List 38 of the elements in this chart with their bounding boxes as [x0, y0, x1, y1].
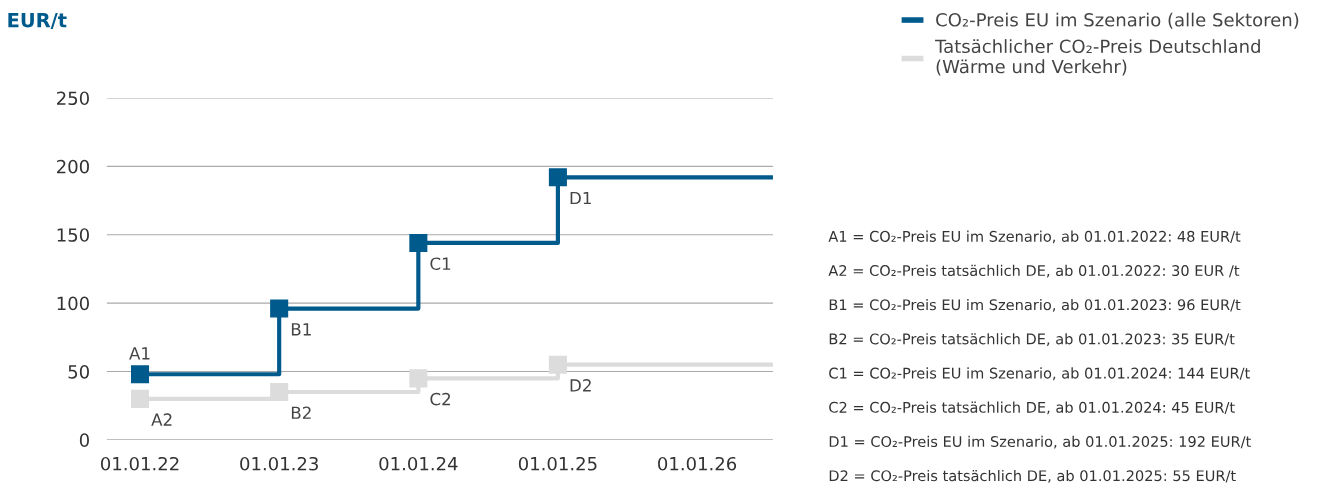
- text: A2 = CO₂-Preis tatsächlich DE, ab 01.01.2022: 30 EUR /t: [828, 264, 1240, 278]
- legend-label: CO₂-Preis EU im Szenario (alle Sektoren): [936, 12, 1299, 29]
- point: [548, 168, 567, 187]
- y-tick-label: 0: [79, 433, 89, 448]
- y-tick-label: 100: [57, 296, 89, 311]
- x-tick-label: 01.01.22: [101, 456, 179, 471]
- y-tick-label: 250: [57, 91, 89, 106]
- y-tick-label: 150: [57, 228, 89, 242]
- y-axis-title: EUR/t: [8, 13, 67, 29]
- annotation: A2: [151, 413, 172, 426]
- text: B2 = CO₂-Preis tatsächlich DE, ab 01.01.2023: 35 EUR/t: [829, 333, 1235, 346]
- annotation: C1: [430, 257, 451, 270]
- point: [130, 389, 150, 408]
- text: D2 = CO₂-Preis tatsächlich DE, ab 01.01.2025: 55 EUR/t: [829, 469, 1236, 483]
- point: [409, 369, 428, 388]
- text: C2 = CO₂-Preis tatsächlich DE, ab 01.01.2024: 45 EUR/t: [829, 401, 1235, 415]
- point: [548, 355, 567, 374]
- annotation: B2: [291, 406, 311, 419]
- x-tick-label: 01.01.26: [658, 456, 737, 471]
- annotation: D1: [570, 191, 591, 205]
- annotation: B1: [291, 323, 311, 336]
- annotation: D2: [570, 379, 591, 392]
- x-tick-label: 01.01.24: [379, 456, 458, 471]
- annotation: C2: [430, 392, 451, 406]
- annotation: A1: [129, 347, 150, 360]
- x-tick-label: 01.01.23: [240, 456, 318, 471]
- y-tick-label: 50: [68, 364, 89, 379]
- point: [409, 233, 428, 252]
- y-tick-label: 200: [57, 159, 89, 174]
- text: D1 = CO₂-Preis EU im Szenario, ab 01.01.2025: 192 EUR/t: [829, 435, 1251, 449]
- text: C1 = CO₂-Preis EU im Szenario, ab 01.01.2024: 144 EUR/t: [829, 367, 1250, 381]
- x-tick-label: 01.01.25: [518, 456, 597, 471]
- point: [130, 365, 150, 384]
- point: [270, 299, 289, 318]
- text: A1 = CO₂-Preis EU im Szenario, ab 01.01.2022: 48 EUR/t: [828, 230, 1241, 244]
- legend-label: Tatsächlicher CO₂-Preis Deutschland (Wärme und Verkehr): [935, 39, 1260, 76]
- point: [270, 382, 289, 402]
- text: B1 = CO₂-Preis EU im Szenario, ab 01.01.2023: 96 EUR/t: [829, 298, 1241, 312]
